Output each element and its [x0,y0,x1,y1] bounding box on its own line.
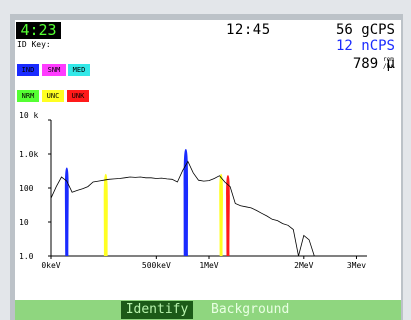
legend-unk-label: UNK [71,92,85,100]
spectrum-chart: 1.0 10 100 1.0k 10 k 0keV 500keV 1MeV 2MeV 3Mev [19,111,367,270]
acquisition-timer: 4:23 [16,22,61,39]
y-tick-label: 1.0k [19,150,38,159]
legend-unc: UNC [42,90,64,102]
background-softkey[interactable]: Background [211,302,290,317]
net-count-rate: 12 nCPS [335,38,395,54]
legend-ind: IND [17,64,39,76]
y-tick-label: 1.0 [19,252,34,261]
dose-rate-unit: rem /hr [383,56,394,70]
legend-snm-label: SNM [47,66,61,74]
legend-unc-label: UNC [46,92,60,100]
clock: 12:45 [226,22,271,38]
legend-nrm-label: NRM [21,92,35,100]
peak-ind [183,149,189,256]
x-tick-label: 0keV [41,261,60,270]
spectrum-line [50,160,315,257]
legend-med-label: MED [72,66,86,74]
x-tick-label: 1MeV [199,261,218,270]
x-tick-label: 3Mev [347,261,366,270]
gross-count-rate: 56 gCPS [335,22,395,38]
identify-softkey[interactable]: Identify [121,301,193,319]
y-tick-label: 100 [19,184,34,193]
detector-screen: 4:23 12:45 56 gCPS 12 nCPS 789 µ rem /hr… [15,20,401,320]
legend-ind-label: IND [21,66,35,74]
peak-ind [64,167,69,256]
dose-unit-bottom: /hr [383,63,394,70]
x-tick-label: 500keV [142,261,171,270]
softkey-bar: Identify Background [15,300,401,320]
y-tick-label: 10 k [19,111,38,120]
dose-unit-top: rem [383,56,394,63]
dose-rate: 789 µ [352,56,395,72]
id-key-title: ID Key: [17,40,51,49]
legend-snm: SNM [42,64,66,76]
x-tick-label: 2MeV [294,261,313,270]
legend-med: MED [68,64,90,76]
legend-unk: UNK [67,90,89,102]
peak-unc [103,173,108,256]
peak-unk [226,175,230,256]
legend-nrm: NRM [17,90,39,102]
y-tick-label: 10 [19,218,29,227]
peak-unc [219,173,223,256]
